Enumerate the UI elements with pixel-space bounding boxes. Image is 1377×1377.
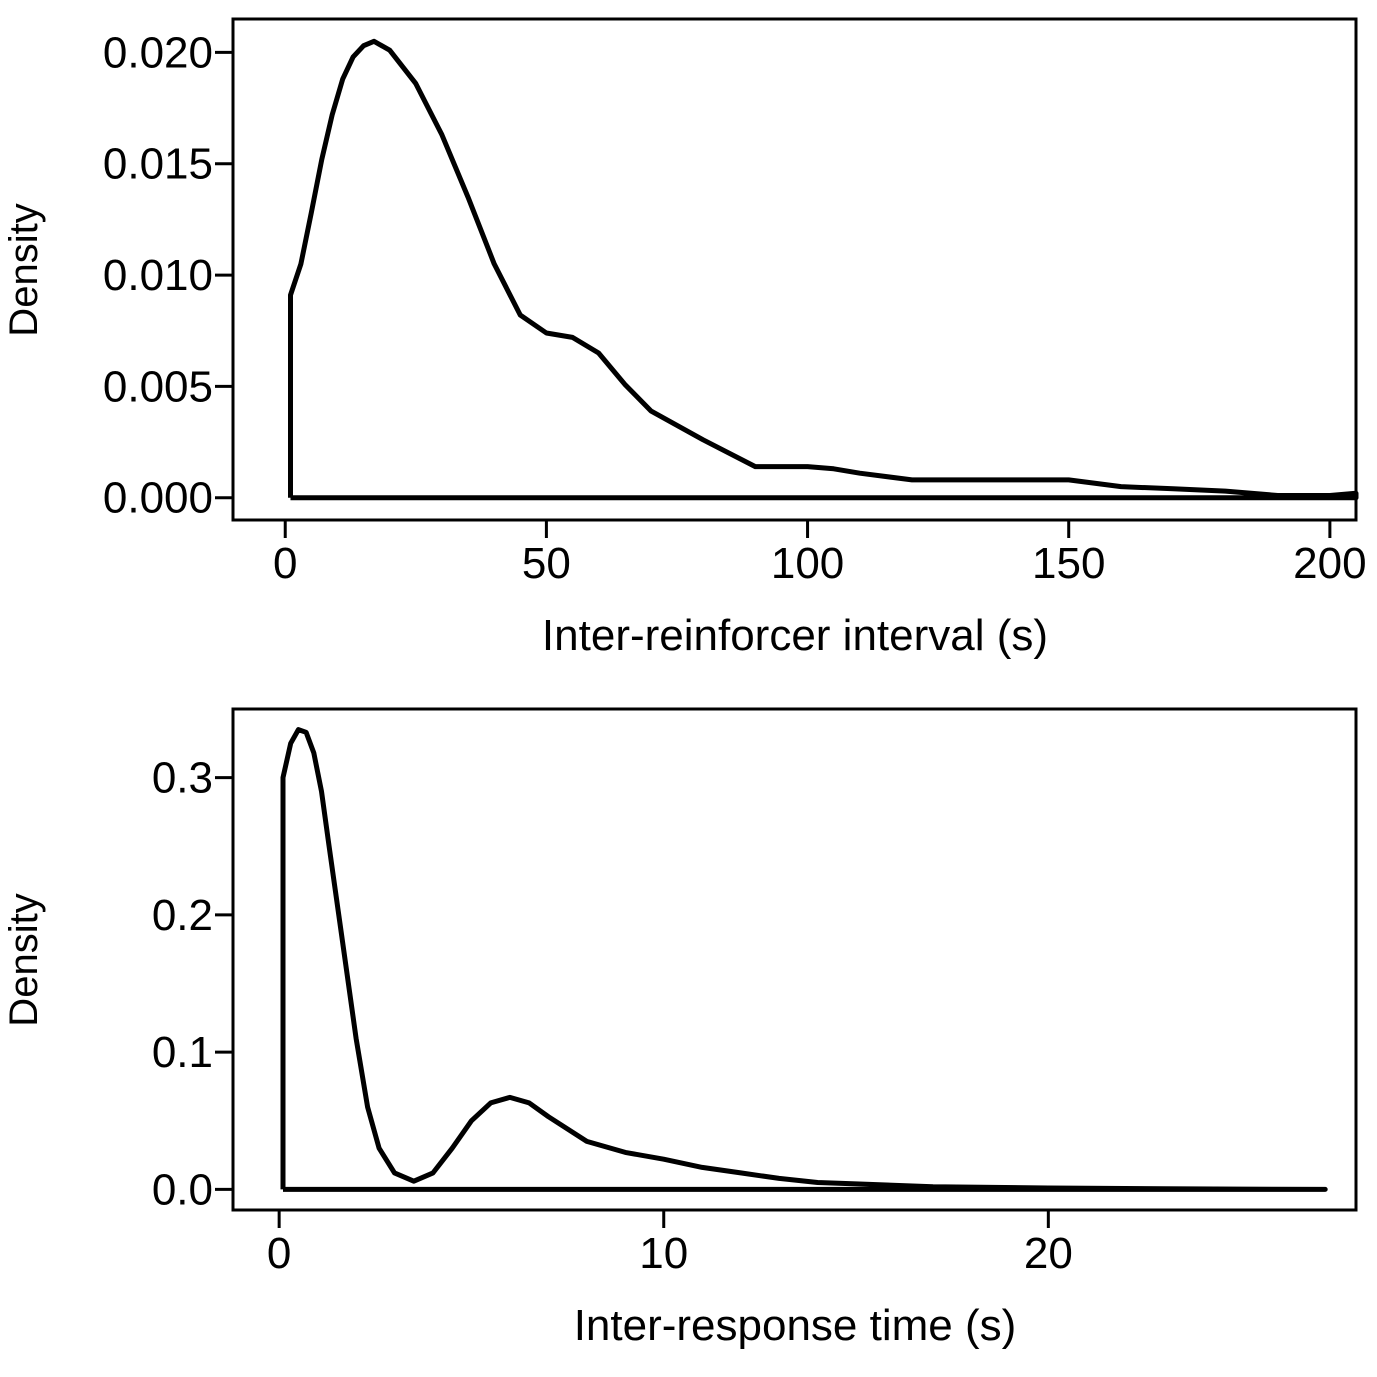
y-tick-label: 0.015 — [103, 140, 213, 189]
x-axis-label-1: Inter-reinforcer interval (s) — [542, 611, 1048, 660]
x-ticks-1: 0 50 100 150 200 — [273, 520, 1367, 588]
y-tick-label: 0.2 — [152, 891, 213, 940]
y-tick-label: 0.000 — [103, 474, 213, 523]
y-tick-label: 0.0 — [152, 1165, 213, 1214]
x-tick-label: 10 — [639, 1229, 688, 1278]
y-ticks-2: 0.0 0.1 0.2 0.3 — [152, 754, 233, 1214]
density-curve-1 — [288, 38, 1359, 501]
x-tick-label: 150 — [1032, 539, 1105, 588]
y-ticks-1: 0.000 0.005 0.010 0.015 0.020 — [103, 28, 233, 523]
y-tick-label: 0.010 — [103, 251, 213, 300]
y-tick-label: 0.1 — [152, 1028, 213, 1077]
y-tick-label: 0.3 — [152, 754, 213, 803]
plot-frame-2 — [231, 707, 1358, 1212]
panel-inter-response: 0.0 0.1 0.2 0.3 0 10 20 Inter-response time (… — [2, 707, 1358, 1350]
panel-inter-reinforcer: 0.000 0.005 0.010 0.015 0.020 0 50 100 150 200 I… — [2, 17, 1367, 660]
density-curve-2 — [280, 727, 1328, 1192]
x-tick-label: 20 — [1024, 1229, 1073, 1278]
y-tick-label: 0.020 — [103, 28, 213, 77]
x-axis-label-2: Inter-response time (s) — [574, 1301, 1017, 1350]
plot-frame-1 — [231, 17, 1358, 522]
y-axis-label-1: Density — [2, 203, 46, 336]
x-tick-label: 0 — [267, 1229, 291, 1278]
x-tick-label: 0 — [273, 539, 297, 588]
x-ticks-2: 0 10 20 — [267, 1210, 1073, 1278]
x-tick-label: 200 — [1293, 539, 1366, 588]
x-tick-label: 100 — [771, 539, 844, 588]
y-axis-label-2: Density — [2, 893, 46, 1026]
y-tick-label: 0.005 — [103, 362, 213, 411]
x-tick-label: 50 — [522, 539, 571, 588]
